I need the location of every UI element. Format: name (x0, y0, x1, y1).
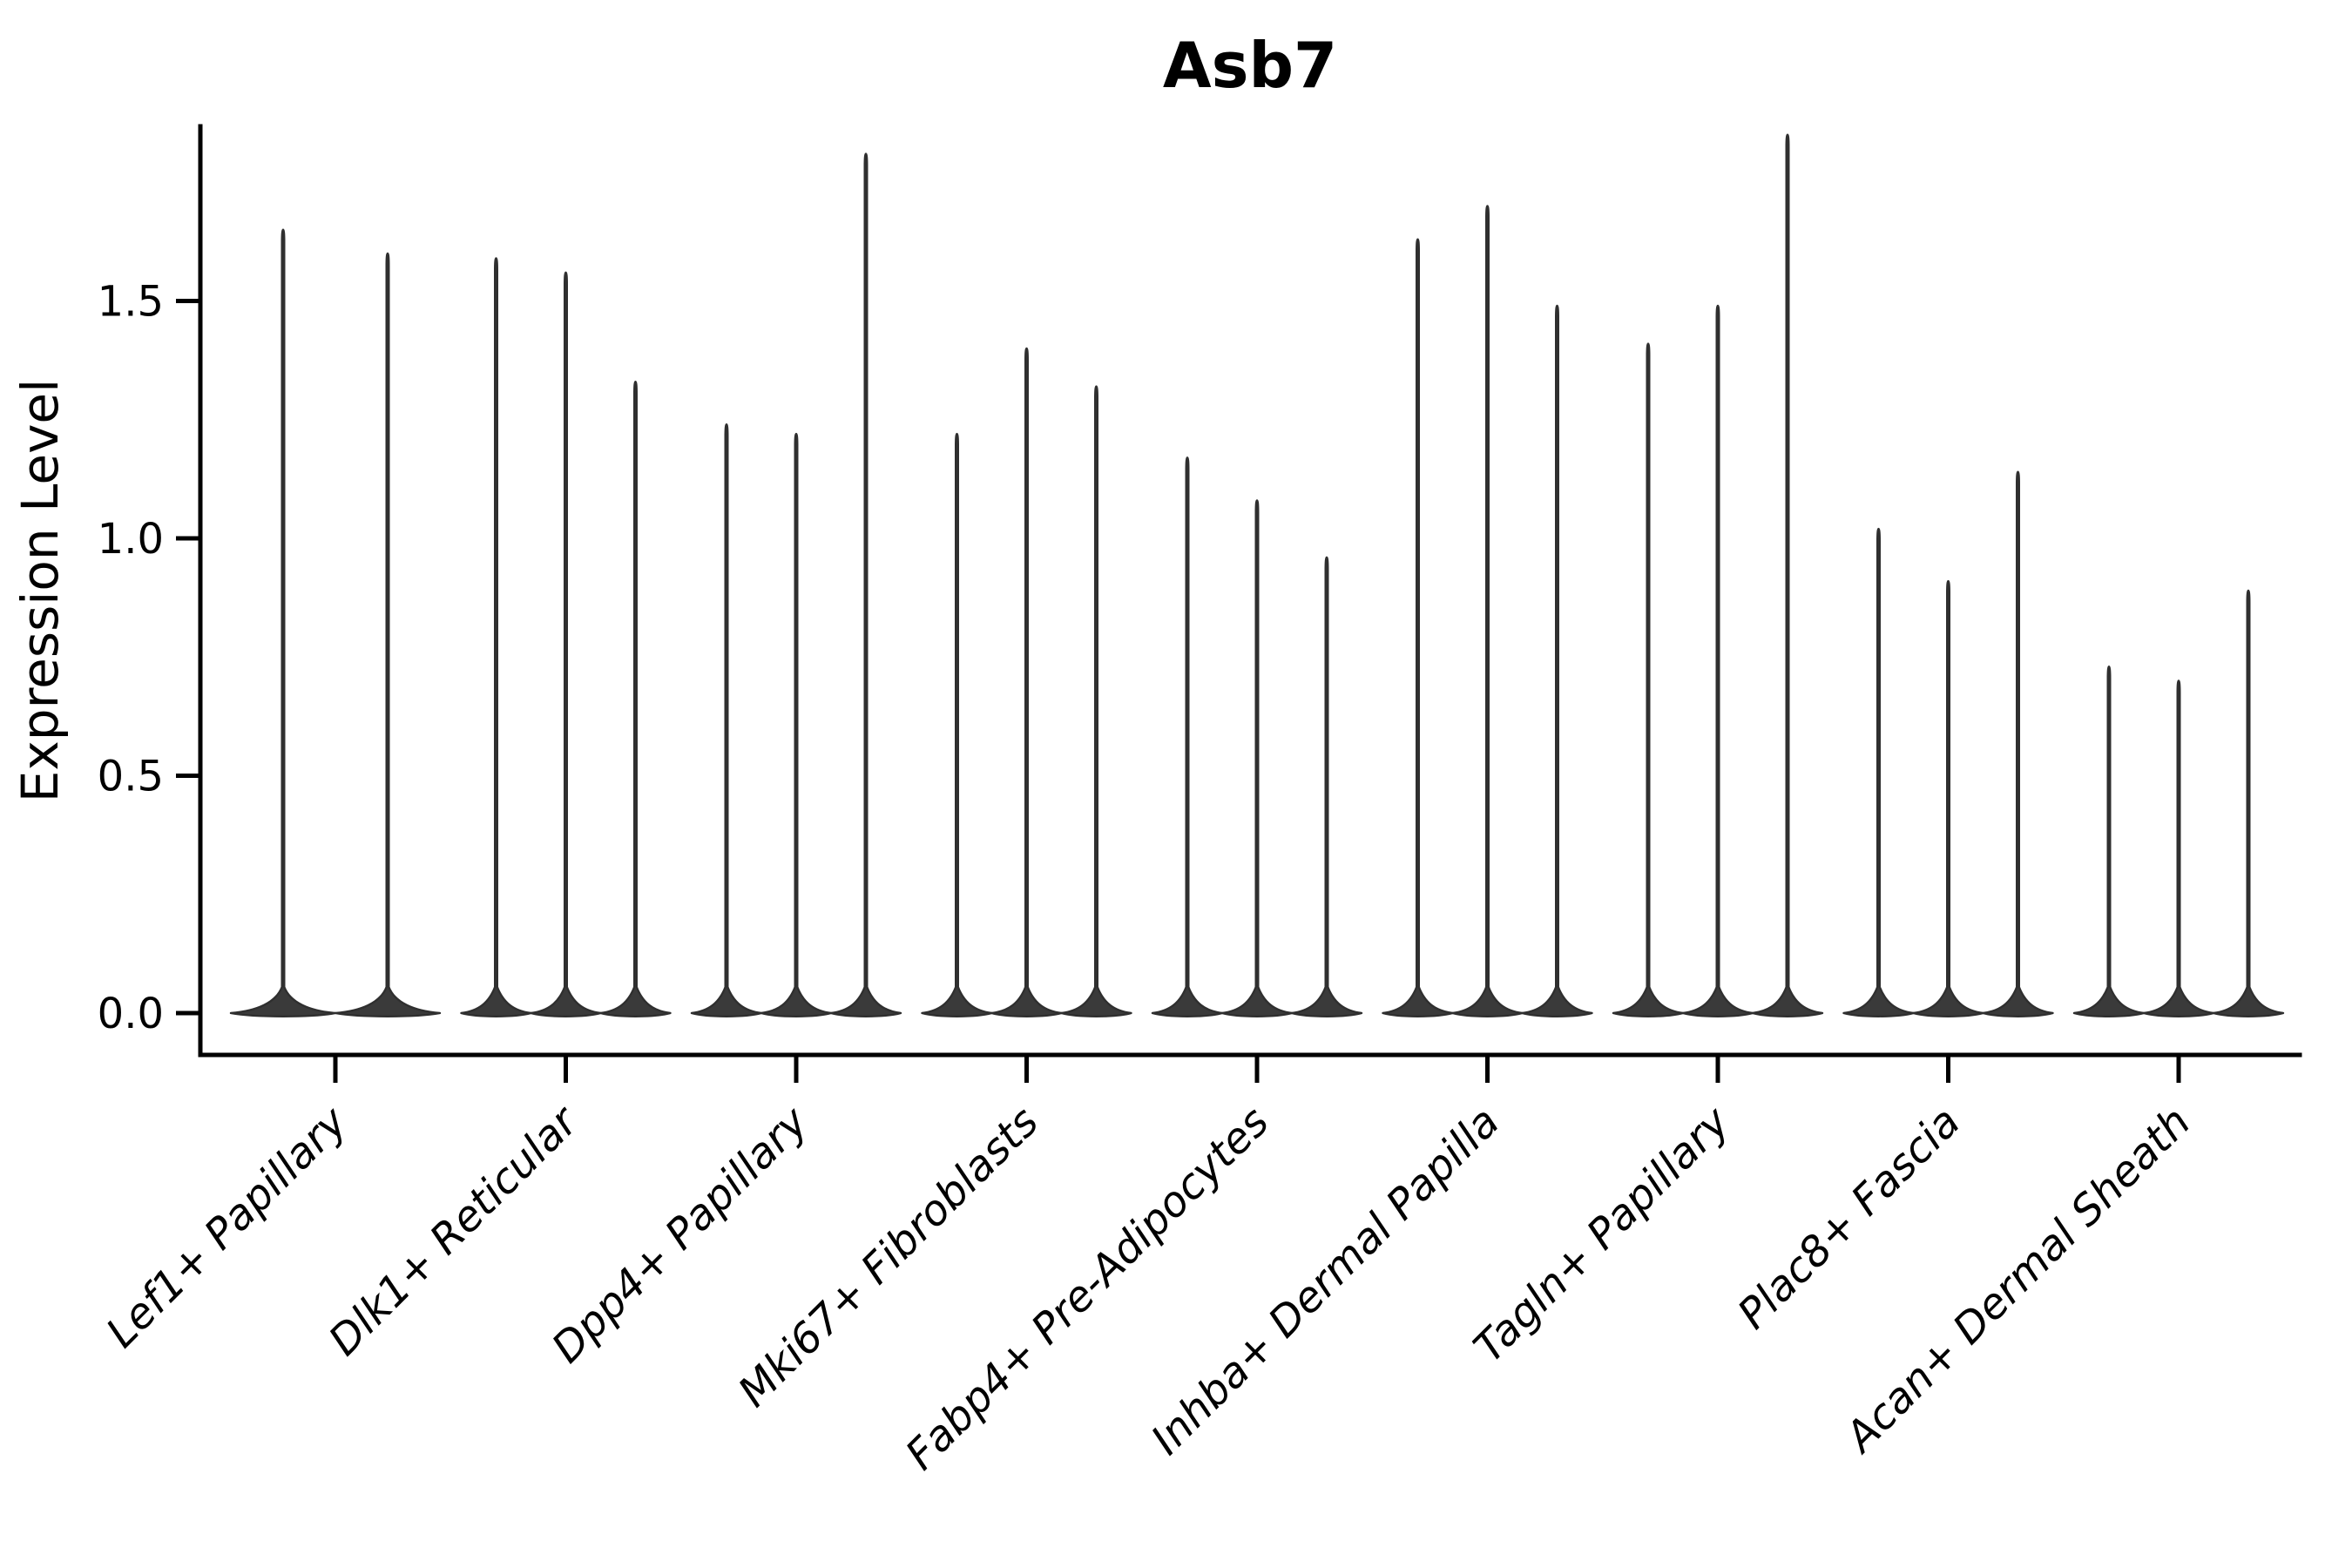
violin (690, 423, 763, 1017)
violin (2142, 679, 2215, 1017)
violin-group-1 (229, 228, 442, 1017)
violin-group-5 (1151, 456, 1363, 1017)
violin (2072, 665, 2146, 1017)
violin-group-9 (2072, 589, 2285, 1017)
axes-spines (198, 124, 2302, 1058)
violin (829, 152, 902, 1017)
violin (229, 228, 337, 1017)
violin (1521, 304, 1593, 1017)
violin (1060, 385, 1132, 1017)
x-tick-label: Plac8+ Fascia (1728, 1098, 1970, 1339)
x-tick-label: Lef1+ Papillary (97, 1097, 357, 1357)
violin (1912, 579, 1984, 1017)
y-tick-label: 0.0 (98, 990, 164, 1038)
violin (599, 380, 672, 1017)
violin (1220, 499, 1294, 1017)
violin-group-8 (1842, 470, 2054, 1017)
chart-title: Asb7 (1163, 29, 1337, 102)
violin-group-6 (1382, 205, 1593, 1017)
violin (1290, 556, 1363, 1017)
y-tick-label: 1.0 (98, 515, 164, 564)
violin (334, 252, 442, 1017)
violin (760, 432, 833, 1017)
violin (530, 271, 602, 1017)
violin-group-4 (921, 347, 1132, 1017)
violin (1982, 470, 2054, 1017)
violin (1382, 238, 1454, 1017)
violin (1751, 133, 1824, 1017)
violin (1842, 527, 1915, 1017)
violin (1151, 456, 1224, 1017)
violin (2212, 589, 2285, 1017)
violin (921, 432, 993, 1017)
violin (1681, 304, 1754, 1017)
x-tick-label: Fabp4+ Pre-Adipocytes (896, 1098, 1279, 1480)
y-tick-label: 1.5 (98, 278, 164, 327)
x-tick-label: Tagln+ Papillary (1464, 1097, 1740, 1372)
violin (990, 347, 1063, 1017)
violin (460, 257, 532, 1017)
violin-group-2 (460, 257, 672, 1017)
x-tick-label: Dlk1+ Reticular (320, 1096, 590, 1366)
y-axis-label: Expression Level (10, 379, 70, 802)
violins-layer (229, 133, 2285, 1017)
violin-group-3 (690, 152, 902, 1017)
y-tick-label: 0.5 (98, 753, 164, 801)
violin-group-7 (1612, 133, 1824, 1017)
violin (1451, 205, 1524, 1017)
x-tick-label: Dpp4+ Papillary (543, 1097, 818, 1372)
violin (1612, 342, 1685, 1017)
